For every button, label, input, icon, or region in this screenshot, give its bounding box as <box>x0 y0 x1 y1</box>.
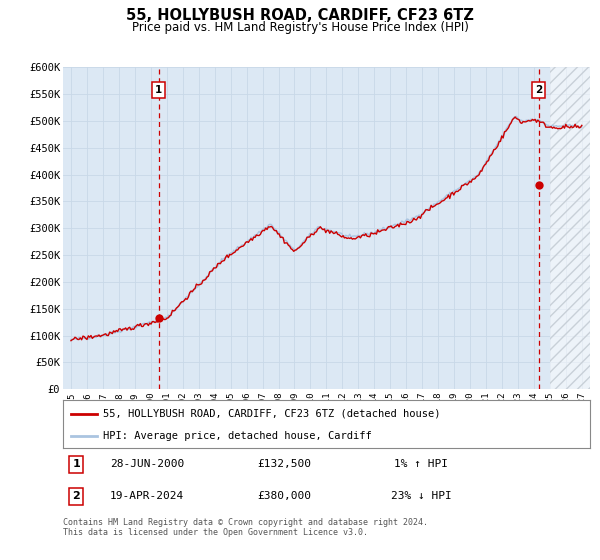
Text: 1: 1 <box>155 85 162 95</box>
Text: 23% ↓ HPI: 23% ↓ HPI <box>391 491 452 501</box>
Bar <box>550 67 590 389</box>
Text: £132,500: £132,500 <box>257 459 311 469</box>
Text: 2: 2 <box>72 491 80 501</box>
Text: Price paid vs. HM Land Registry's House Price Index (HPI): Price paid vs. HM Land Registry's House … <box>131 21 469 34</box>
Text: 1% ↑ HPI: 1% ↑ HPI <box>394 459 448 469</box>
Text: 28-JUN-2000: 28-JUN-2000 <box>110 459 184 469</box>
Text: Contains HM Land Registry data © Crown copyright and database right 2024.
This d: Contains HM Land Registry data © Crown c… <box>63 518 428 538</box>
Bar <box>550 67 590 389</box>
Text: 2: 2 <box>535 85 542 95</box>
Text: 19-APR-2024: 19-APR-2024 <box>110 491 184 501</box>
Text: 55, HOLLYBUSH ROAD, CARDIFF, CF23 6TZ: 55, HOLLYBUSH ROAD, CARDIFF, CF23 6TZ <box>126 8 474 24</box>
Text: 1: 1 <box>72 459 80 469</box>
Text: £380,000: £380,000 <box>257 491 311 501</box>
Text: 55, HOLLYBUSH ROAD, CARDIFF, CF23 6TZ (detached house): 55, HOLLYBUSH ROAD, CARDIFF, CF23 6TZ (d… <box>103 409 440 419</box>
Text: HPI: Average price, detached house, Cardiff: HPI: Average price, detached house, Card… <box>103 431 371 441</box>
